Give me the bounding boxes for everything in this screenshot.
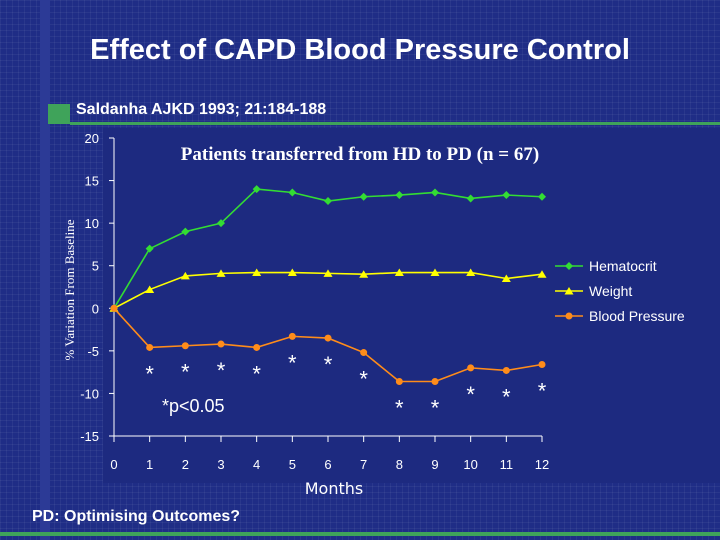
data-point [395, 378, 403, 386]
data-point [216, 269, 226, 277]
plot-panel [103, 128, 720, 483]
significance-star: * [466, 382, 475, 407]
y-axis-label: % Variation From Baseline [62, 219, 77, 360]
legend-label: Blood Pressure [589, 308, 685, 324]
data-point [538, 360, 546, 368]
data-point [324, 334, 332, 342]
x-tick-label: 2 [182, 457, 189, 472]
data-point [430, 268, 440, 277]
data-point [431, 378, 439, 386]
x-tick-label: 4 [253, 457, 260, 472]
significance-star: * [502, 384, 511, 409]
x-tick-label: 8 [396, 457, 403, 472]
significance-star: * [145, 361, 154, 386]
significance-star: * [395, 396, 404, 421]
left-accent-bar [40, 0, 50, 540]
legend-marker [565, 262, 573, 270]
title-accent-block [48, 104, 70, 124]
y-tick-label: -15 [80, 429, 99, 444]
series-line [113, 271, 543, 309]
y-tick-label: 15 [85, 174, 99, 189]
data-point [502, 191, 511, 200]
significance-star: * [324, 352, 333, 377]
data-point [431, 188, 439, 197]
data-point [288, 188, 297, 197]
x-tick-label: 3 [217, 457, 224, 472]
significance-star: * [217, 358, 226, 383]
title-accent-line [70, 122, 720, 125]
data-point [537, 270, 547, 278]
y-tick-label: 10 [85, 216, 99, 231]
x-tick-label: 10 [463, 457, 477, 472]
significance-star: * [538, 378, 547, 403]
data-point [538, 192, 546, 201]
data-point [501, 274, 511, 282]
significance-star: * [252, 361, 261, 386]
legend-marker [564, 287, 574, 295]
significance-star: * [181, 360, 190, 385]
data-point [359, 270, 369, 278]
data-point [287, 268, 297, 277]
data-point [288, 332, 296, 340]
legend-marker [565, 312, 573, 320]
significance-star: * [359, 367, 368, 392]
data-point [466, 194, 475, 203]
data-point [324, 197, 332, 206]
data-point [253, 343, 261, 351]
x-tick-label: 1 [146, 457, 153, 472]
data-point [180, 271, 190, 280]
x-tick-label: 12 [535, 457, 549, 472]
data-point [395, 191, 404, 200]
x-tick-label: 5 [289, 457, 296, 472]
y-tick-label: 5 [92, 259, 99, 274]
x-tick-label: 0 [110, 457, 117, 472]
slide-title: Effect of CAPD Blood Pressure Control [90, 34, 630, 66]
x-tick-label: 7 [360, 457, 367, 472]
data-point [181, 227, 190, 236]
data-point [394, 268, 404, 277]
data-point [217, 340, 225, 348]
data-point [359, 192, 368, 201]
citation: Saldanha AJKD 1993; 21:184-188 [76, 101, 327, 118]
data-point [217, 219, 225, 228]
data-point [145, 285, 155, 294]
x-axis-label: Months [305, 479, 363, 498]
footer-accent-line [0, 532, 720, 536]
significance-star: * [288, 350, 297, 375]
series-line [113, 188, 543, 309]
legend-label: Weight [589, 283, 632, 299]
data-point [502, 366, 510, 374]
data-point [252, 268, 262, 277]
data-point [360, 349, 368, 357]
legend-label: Hematocrit [589, 258, 657, 274]
y-tick-label: -10 [80, 386, 99, 401]
x-tick-label: 11 [500, 457, 514, 472]
data-point [467, 364, 475, 372]
y-tick-label: 0 [92, 301, 99, 316]
data-point [146, 343, 154, 351]
y-tick-label: 20 [85, 131, 99, 146]
data-point [181, 342, 189, 350]
significance-note: *p<0.05 [162, 396, 225, 416]
data-point [252, 185, 261, 194]
y-tick-label: -5 [87, 344, 99, 359]
footer-text: PD: Optimising Outcomes? [32, 508, 241, 525]
data-point [466, 268, 476, 277]
data-point [323, 269, 333, 277]
chart-title: Patients transferred from HD to PD (n = … [181, 144, 539, 165]
data-point [145, 244, 154, 253]
x-tick-label: 6 [324, 457, 331, 472]
x-tick-label: 9 [431, 457, 438, 472]
significance-star: * [431, 396, 440, 421]
data-point [110, 304, 118, 312]
